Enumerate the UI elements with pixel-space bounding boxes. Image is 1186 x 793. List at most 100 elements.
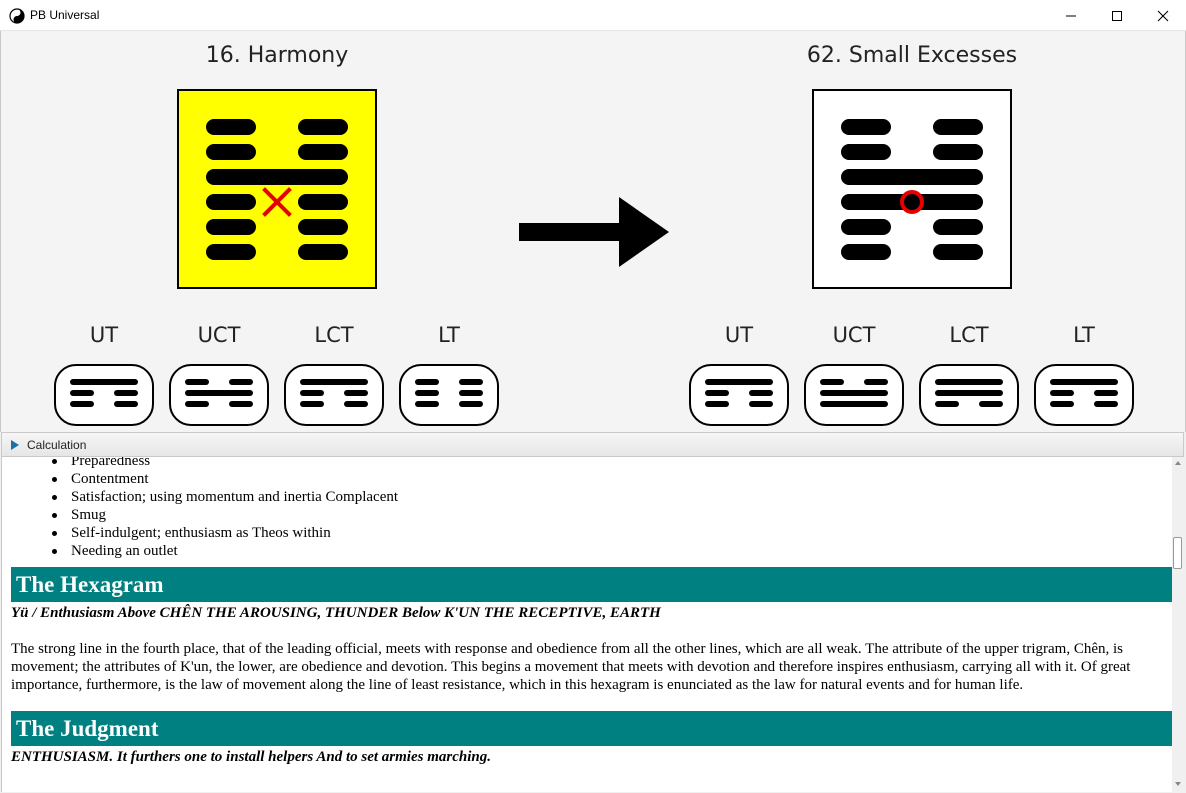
yin-line-left: [415, 401, 439, 407]
judgment-heading: The Judgment: [11, 711, 1173, 746]
bullet-list: Preparedness Contentment Satisfaction; usi…: [51, 457, 1173, 560]
yin-line-left: [415, 390, 439, 396]
yin-line-right: [229, 379, 253, 385]
yin-line-left: [300, 401, 324, 407]
secondary-hexagram[interactable]: [812, 89, 1012, 289]
changing-line-circle-icon: [900, 190, 924, 214]
yang-line: [206, 169, 348, 185]
title-bar: PB Universal: [0, 0, 1186, 31]
yin-line-right: [459, 390, 483, 396]
yin-line-right: [1094, 401, 1118, 407]
yang-line: [820, 390, 888, 396]
list-item: Smug: [51, 506, 1173, 524]
primary-hexagram[interactable]: [177, 89, 377, 289]
yang-line: [705, 379, 773, 385]
yin-line-right: [114, 401, 138, 407]
primary-hexagram-title: 16. Harmony: [205, 43, 349, 68]
yin-line-left: [206, 219, 256, 235]
trigram-lt[interactable]: [1034, 364, 1134, 426]
yin-line-left: [185, 401, 209, 407]
hexagram-paragraph: The strong line in the fourth place, tha…: [11, 641, 1131, 693]
yin-line-left: [1050, 401, 1074, 407]
yin-line-left: [935, 401, 959, 407]
yin-line-right: [298, 119, 348, 135]
trigram-uct[interactable]: [169, 364, 269, 426]
maximize-button[interactable]: [1094, 0, 1140, 31]
trigram-lct[interactable]: [919, 364, 1019, 426]
yin-line-left: [70, 390, 94, 396]
yin-line-right: [864, 379, 888, 385]
yin-line-left: [1050, 390, 1074, 396]
trigram-lct[interactable]: [284, 364, 384, 426]
yin-line-left: [70, 401, 94, 407]
minimize-button[interactable]: [1048, 0, 1094, 31]
yin-line-right: [459, 401, 483, 407]
yin-line-right: [933, 119, 983, 135]
trigram-label-uct: UCT: [832, 323, 876, 347]
yin-line-right: [749, 390, 773, 396]
calculation-toggle[interactable]: Calculation: [1, 432, 1184, 457]
calculation-label: Calculation: [27, 438, 87, 452]
hexagram-panel: 16. Harmony 62. Small Excesses UT UCT LCT L…: [0, 31, 1186, 432]
yin-line-right: [1094, 390, 1118, 396]
yin-line-left: [206, 244, 256, 260]
secondary-hexagram-title: 62. Small Excesses: [806, 43, 1018, 68]
list-item: Satisfaction; using momentum and inertia…: [51, 488, 1173, 506]
list-item: Preparedness: [51, 457, 1173, 470]
yin-line-left: [705, 401, 729, 407]
yin-line-right: [933, 219, 983, 235]
list-item: Self-indulgent; enthusiasm as Theos with…: [51, 524, 1173, 542]
trigram-lt[interactable]: [399, 364, 499, 426]
yin-line-left: [206, 194, 256, 210]
yin-line-left: [705, 390, 729, 396]
trigram-label-lt: LT: [438, 323, 460, 347]
yin-line-right: [933, 144, 983, 160]
reading-document[interactable]: Preparedness Contentment Satisfaction; usi…: [1, 457, 1184, 792]
yin-line-left: [300, 390, 324, 396]
yin-line-right: [979, 401, 1003, 407]
maximize-icon: [1112, 11, 1122, 21]
yin-line-left: [841, 244, 891, 260]
yin-line-right: [344, 390, 368, 396]
trigram-uct[interactable]: [804, 364, 904, 426]
trigram-ut[interactable]: [689, 364, 789, 426]
yang-line: [300, 379, 368, 385]
scroll-up-icon[interactable]: [1175, 461, 1181, 465]
trigram-label-lct: LCT: [314, 323, 354, 347]
trigram-label-lt: LT: [1073, 323, 1095, 347]
yin-line-right: [298, 194, 348, 210]
trigram-label-lct: LCT: [949, 323, 989, 347]
scroll-thumb[interactable]: [1173, 537, 1182, 569]
yin-line-right: [344, 401, 368, 407]
trigram-label-ut: UT: [89, 323, 119, 347]
yang-line: [841, 169, 983, 185]
scroll-down-icon[interactable]: [1175, 782, 1181, 786]
yin-line-right: [298, 144, 348, 160]
yin-line-left: [415, 379, 439, 385]
minimize-icon: [1066, 15, 1076, 17]
yin-line-left: [841, 119, 891, 135]
yin-line-right: [459, 379, 483, 385]
changing-line-x-icon: [262, 187, 292, 217]
yin-line-left: [841, 144, 891, 160]
judgment-subheading: ENTHUSIASM. It furthers one to install h…: [11, 749, 491, 765]
yin-line-right: [114, 390, 138, 396]
trigram-label-uct: UCT: [197, 323, 241, 347]
trigram-ut[interactable]: [54, 364, 154, 426]
yin-yang-icon: [9, 8, 25, 24]
yin-line-right: [933, 244, 983, 260]
yin-line-left: [185, 379, 209, 385]
yang-line: [841, 194, 983, 210]
yin-line-left: [206, 144, 256, 160]
close-button[interactable]: [1140, 0, 1186, 31]
hexagram-heading: The Hexagram: [11, 567, 1173, 602]
expand-arrow-icon: [11, 440, 19, 450]
yin-line-left: [206, 119, 256, 135]
vertical-scrollbar[interactable]: [1172, 457, 1184, 792]
list-item: Contentment: [51, 470, 1173, 488]
yang-line: [820, 401, 888, 407]
yin-line-left: [820, 379, 844, 385]
yang-line: [935, 390, 1003, 396]
hexagram-subheading: Yü / Enthusiasm Above CHÊN THE AROUSING,…: [11, 605, 661, 621]
yin-line-right: [749, 401, 773, 407]
